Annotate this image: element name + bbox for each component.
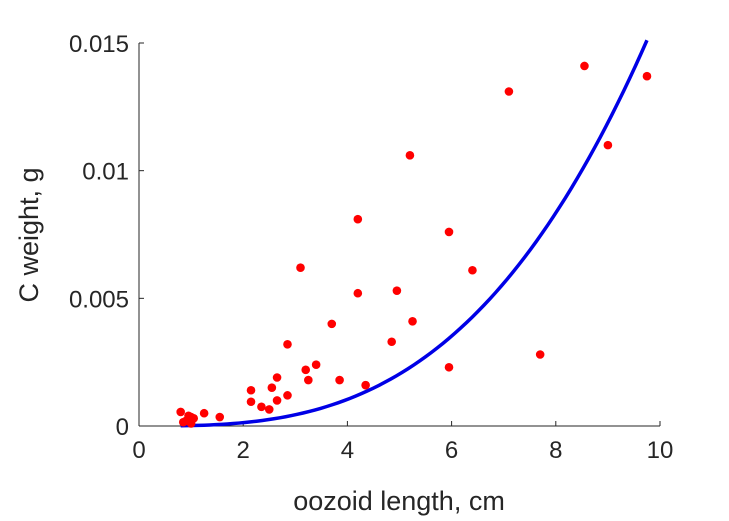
data-point — [408, 317, 417, 326]
x-tick-label: 10 — [647, 437, 674, 464]
data-point — [405, 151, 415, 160]
data-point — [535, 350, 545, 359]
data-point — [361, 380, 370, 390]
x-tick-label: 0 — [132, 437, 145, 464]
data-point — [353, 214, 363, 224]
data-point — [387, 337, 396, 347]
data-point — [176, 407, 185, 417]
y-axis-title: C weight, g — [14, 167, 44, 302]
y-tick-label: 0 — [116, 414, 129, 441]
data-point — [283, 391, 292, 400]
data-point — [264, 405, 274, 414]
data-point — [335, 375, 344, 385]
data-point — [392, 286, 402, 295]
data-point — [504, 87, 514, 96]
x-tick-label: 6 — [445, 437, 458, 464]
x-tick-label: 8 — [549, 437, 562, 464]
data-point — [603, 140, 613, 150]
data-point — [272, 373, 282, 382]
data-point — [215, 412, 225, 422]
axes: 0 2 4 6 8 10 0 0.005 0.01 0.015 — [69, 31, 673, 464]
data-point — [272, 396, 282, 405]
data-point — [246, 385, 256, 395]
data-point — [304, 375, 313, 385]
fit-curve-layer — [180, 39, 649, 428]
data-point — [296, 263, 305, 272]
data-point — [301, 365, 311, 375]
data-point — [444, 362, 454, 372]
data-point — [327, 319, 337, 329]
data-point — [468, 265, 477, 275]
data-point — [311, 360, 321, 370]
data-point — [283, 339, 292, 349]
data-point — [580, 61, 589, 71]
data-point — [267, 383, 277, 393]
x-tick-label: 2 — [237, 437, 250, 464]
data-point — [186, 419, 196, 428]
y-tick-label: 0.01 — [82, 159, 129, 186]
fit-curve-line — [180, 39, 649, 428]
data-point — [246, 397, 256, 407]
data-point — [444, 227, 454, 237]
y-tick-label: 0.015 — [69, 31, 129, 58]
data-point — [353, 288, 363, 298]
data-point — [257, 402, 266, 412]
data-point — [642, 71, 652, 81]
data-points-layer — [176, 61, 652, 428]
x-axis-title: oozoid length, cm — [293, 486, 505, 516]
x-tick-label: 4 — [341, 437, 354, 464]
y-tick-label: 0.005 — [69, 286, 129, 313]
data-point — [199, 408, 209, 418]
